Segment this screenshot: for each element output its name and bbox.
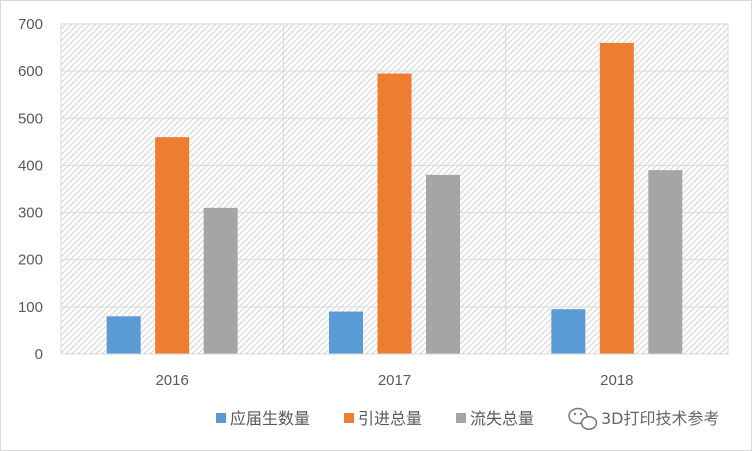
y-tick-label: 600 <box>18 63 43 80</box>
wechat-icon <box>568 407 598 430</box>
legend-swatch <box>216 413 226 423</box>
bar <box>648 170 683 354</box>
legend: 应届生数量 引进总量 流失总量 <box>216 409 534 428</box>
y-tick-label: 400 <box>18 157 43 174</box>
legend-label: 流失总量 <box>470 409 534 428</box>
bar <box>155 137 190 354</box>
watermark-text: 3D打印技术参考 <box>601 409 720 428</box>
bar <box>599 42 634 354</box>
bar <box>329 311 363 354</box>
bar <box>551 309 586 354</box>
bar <box>426 174 460 354</box>
y-tick-label: 200 <box>18 252 43 269</box>
x-tick-label: 2016 <box>155 372 188 389</box>
y-tick-label: 300 <box>18 205 43 222</box>
x-tick-label: 2017 <box>378 372 411 389</box>
legend-label: 应届生数量 <box>230 409 310 428</box>
legend-label: 引进总量 <box>358 409 422 428</box>
watermark: 3D打印技术参考 <box>568 407 720 430</box>
bar <box>203 207 238 354</box>
y-tick-label: 500 <box>18 110 43 127</box>
legend-swatch <box>344 413 354 423</box>
x-tick-label: 2018 <box>600 372 633 389</box>
y-tick-label: 700 <box>18 16 43 33</box>
y-tick-label: 0 <box>35 346 43 363</box>
legend-swatch <box>456 413 466 423</box>
y-tick-label: 100 <box>18 299 43 316</box>
bars <box>106 42 683 354</box>
bar <box>377 73 412 354</box>
bar <box>106 316 141 354</box>
axes: 0 100 200 300 400 500 600 700 2016 2017 2018 <box>18 16 728 389</box>
